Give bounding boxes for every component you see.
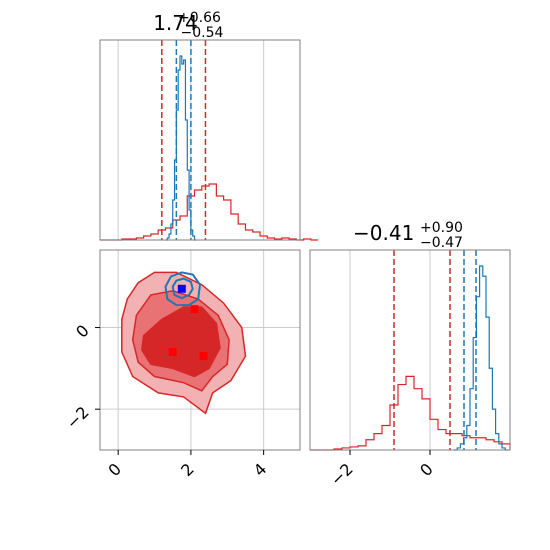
marginal-histogram-param1: 1.74 +0.66 −0.54	[99, 7, 319, 241]
x-ticks-param2: −2 0	[327, 450, 437, 490]
title1-upper: +0.66	[178, 10, 221, 26]
title1-lower: −0.54	[181, 25, 224, 41]
joint-contour-param1-param2: 0 2 4 −2 0	[63, 249, 301, 480]
title2-value: −0.41	[353, 221, 414, 245]
series-param2	[310, 265, 511, 451]
frame-param2	[309, 249, 511, 451]
marginal-title-param2: −0.41 +0.90 −0.47	[353, 217, 468, 251]
quantile-lines-param1	[161, 40, 207, 240]
joint-y-tick-label-1: 0	[72, 321, 93, 342]
blue-contour-inner	[171, 277, 194, 300]
x-tick-label-0: −2	[327, 459, 357, 489]
series-param1	[100, 55, 319, 241]
title1-value: 1.74	[153, 11, 198, 35]
hist-step-red	[100, 183, 319, 241]
red-contours	[121, 271, 247, 415]
hist-step-blue	[165, 55, 197, 241]
title2-upper: +0.90	[420, 220, 463, 236]
blue-contours	[164, 271, 202, 307]
x-ticks-joint: 0 2 4	[104, 450, 270, 480]
frame-joint	[99, 249, 301, 451]
frame-param1	[99, 39, 301, 241]
marginal-title-param1: 1.74 +0.66 −0.54	[153, 7, 226, 41]
blue-marker-0	[177, 284, 186, 293]
quantile-lines-param2	[393, 250, 477, 450]
marginal-histogram-param2: −0.41 +0.90 −0.47 −2 0	[309, 217, 511, 490]
hist-step-blue	[454, 265, 509, 451]
joint-y-tick-label-0: −2	[63, 403, 93, 433]
red-marker-1	[168, 348, 177, 357]
y-ticks-joint: −2 0	[63, 321, 100, 433]
red-marker-2	[199, 352, 208, 361]
blue-contour-outer	[164, 271, 202, 307]
point-markers	[168, 284, 208, 361]
x-tick-label-1: 0	[416, 459, 437, 480]
hist-step-red	[310, 375, 511, 451]
joint-x-tick-label-1: 2	[177, 459, 198, 480]
red-marker-0	[190, 305, 199, 314]
title2-lower: −0.47	[420, 235, 463, 251]
joint-x-tick-label-0: 0	[104, 459, 125, 480]
joint-x-tick-label-2: 4	[250, 459, 271, 480]
